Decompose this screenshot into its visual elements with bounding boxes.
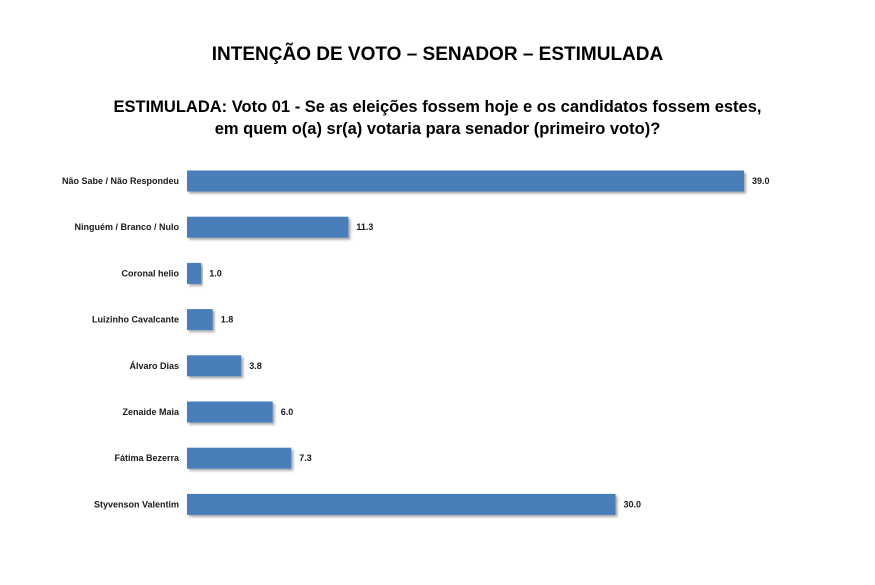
category-label: Styvenson Valentim (94, 499, 179, 509)
bar-2 (187, 262, 202, 284)
bar-1 (187, 216, 349, 238)
value-label: 11.3 (356, 222, 373, 232)
category-label: Coronal helio (121, 268, 179, 278)
category-label: Luizinho Cavalcante (92, 315, 179, 325)
category-label: Não Sabe / Não Respondeu (62, 176, 179, 186)
chart-title: INTENÇÃO DE VOTO – SENADOR – ESTIMULADA (211, 44, 664, 65)
value-label: 1.8 (221, 315, 234, 325)
value-label: 30.0 (623, 499, 641, 509)
value-label: 39.0 (752, 176, 770, 186)
bar-4 (187, 355, 242, 377)
bar-0 (187, 170, 744, 192)
bar-7 (187, 493, 616, 515)
chart-subtitle: ESTIMULADA: Voto 01 - Se as eleições fos… (113, 98, 762, 138)
value-label: 1.0 (209, 268, 222, 278)
category-label: Zenaide Maia (122, 407, 180, 417)
value-label: 3.8 (249, 361, 262, 371)
bars-layer: Não Sabe / Não Respondeu 39.0 Ninguém / Br… (62, 170, 770, 515)
bar-6 (187, 447, 292, 469)
bar-5 (187, 401, 273, 423)
value-label: 7.3 (299, 453, 312, 463)
category-label: Fátima Bezerra (114, 453, 180, 463)
bar-3 (187, 309, 213, 331)
value-label: 6.0 (281, 407, 294, 417)
category-label: Álvaro Dias (129, 361, 179, 371)
category-label: Ninguém / Branco / Nulo (74, 222, 179, 232)
